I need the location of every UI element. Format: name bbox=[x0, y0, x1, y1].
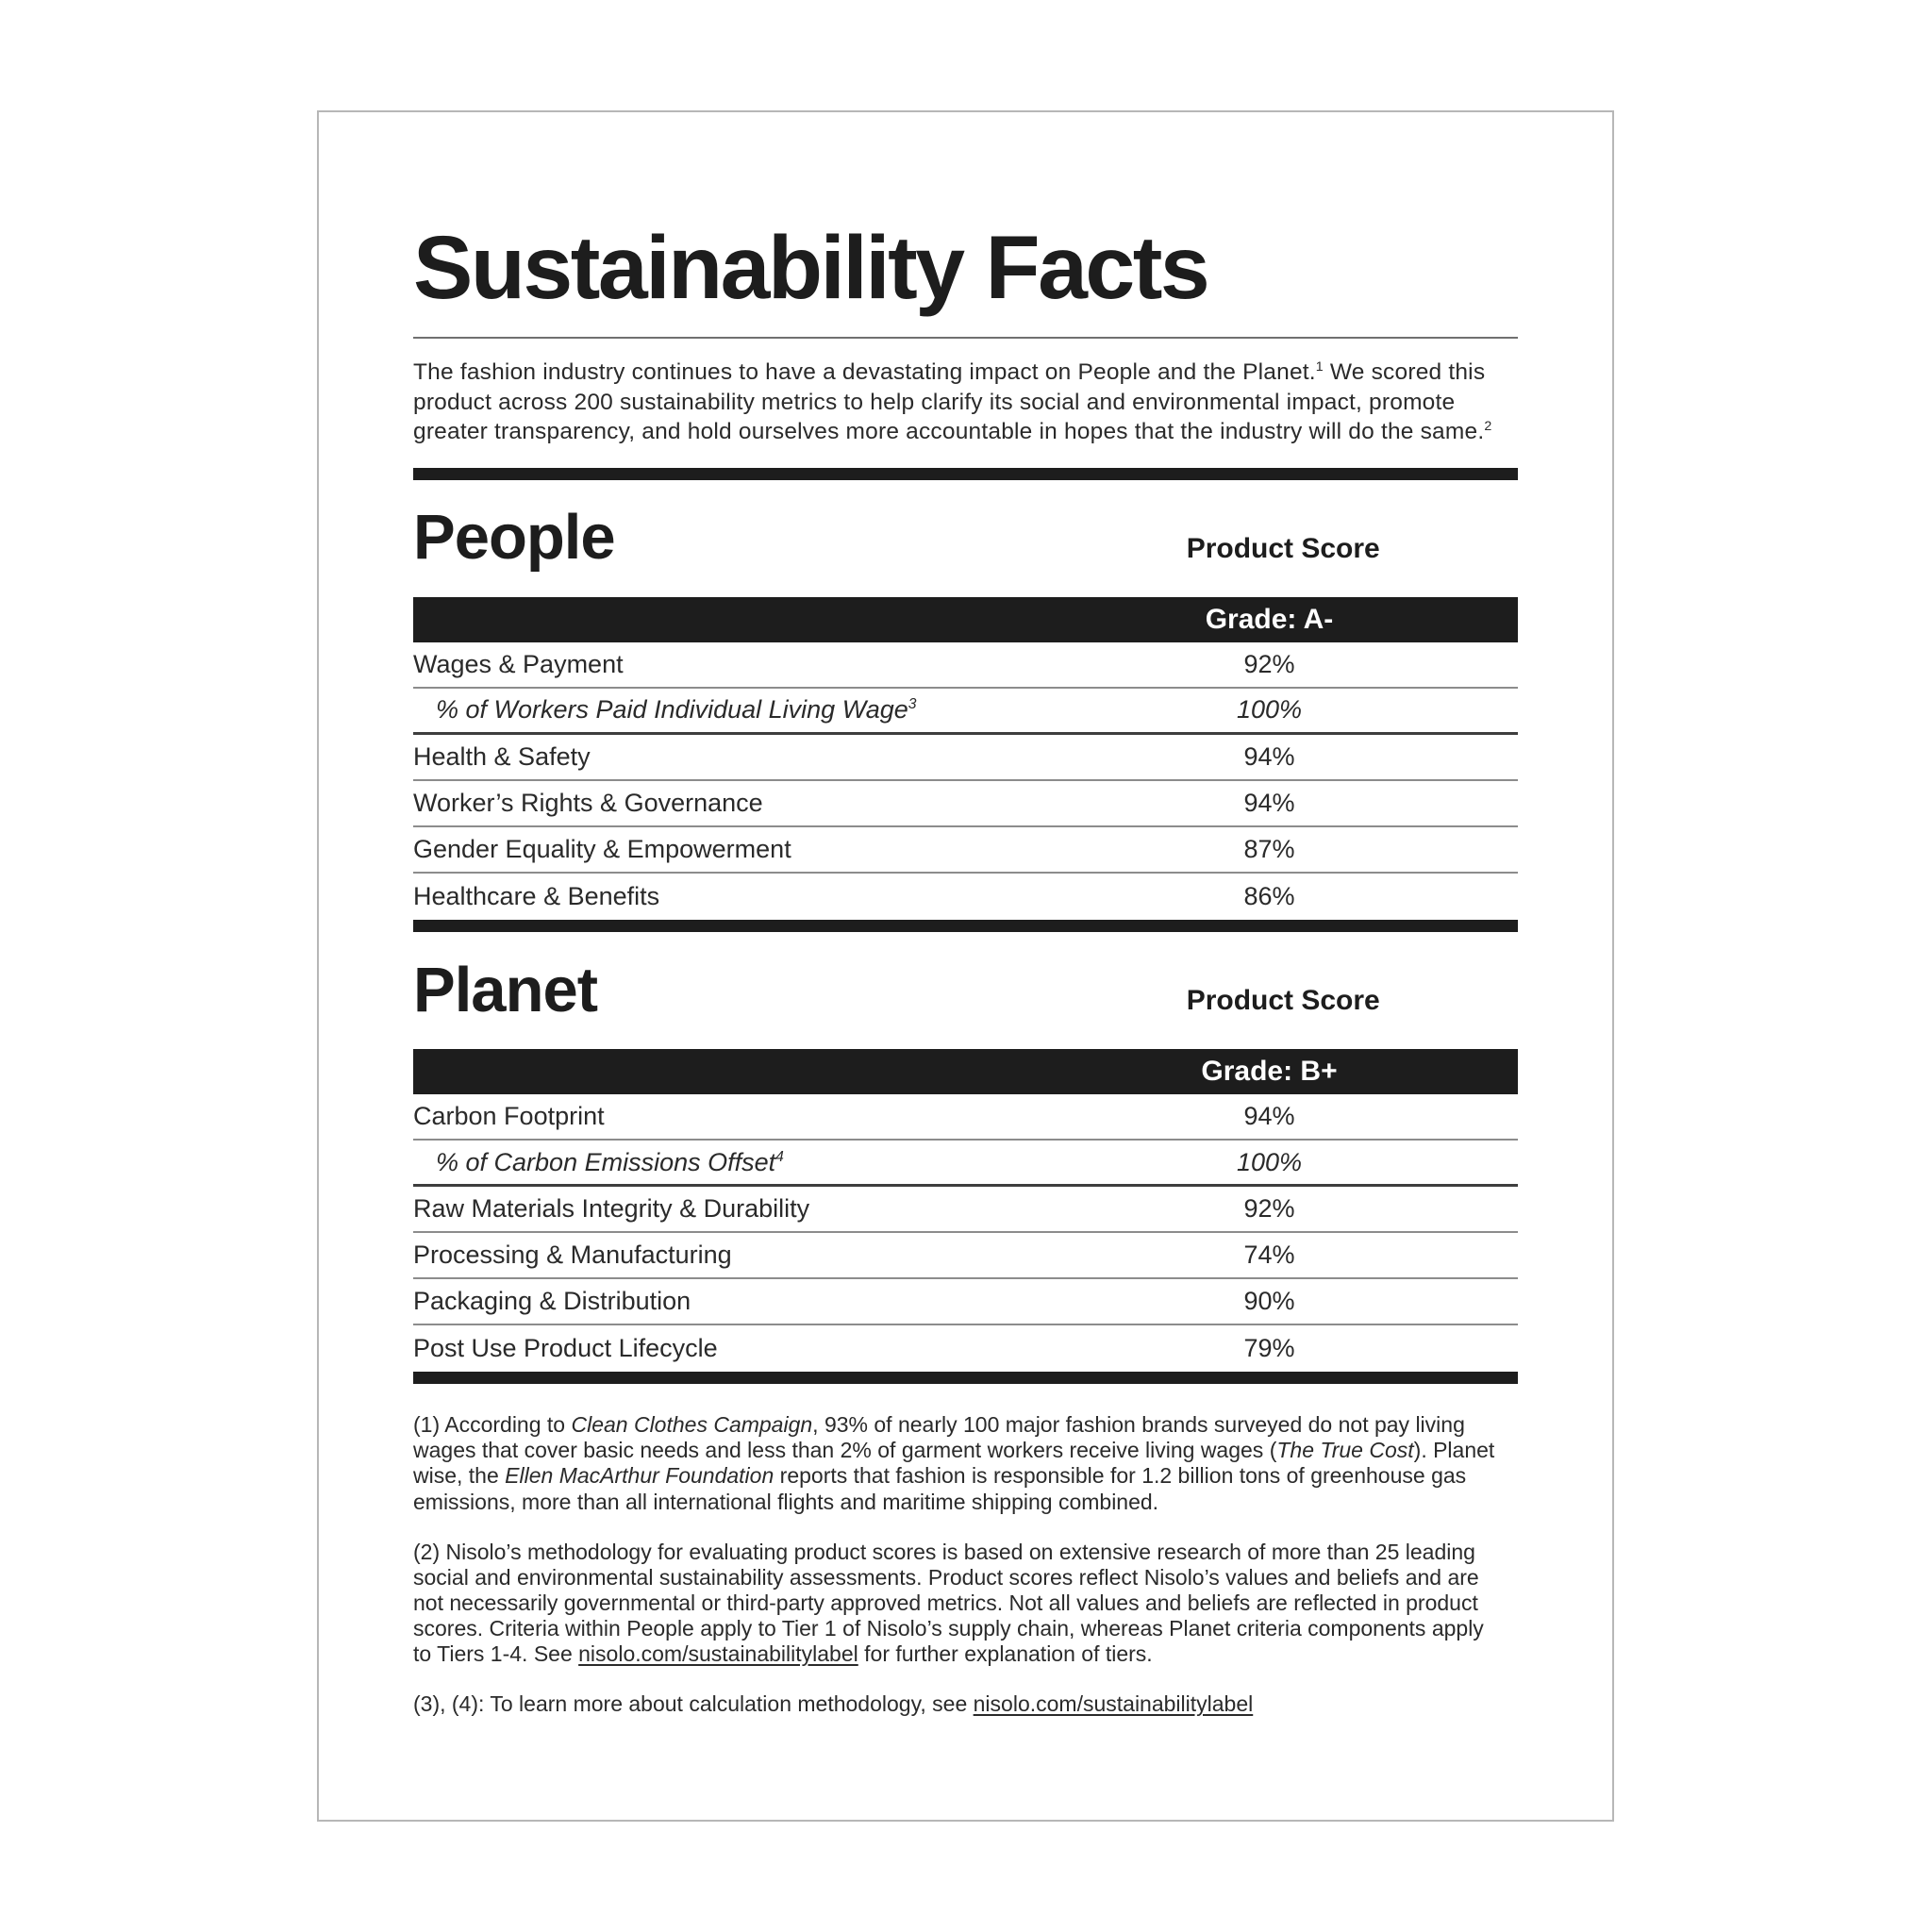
text-segment: (1) According to bbox=[413, 1412, 572, 1438]
score-row: Worker’s Rights & Governance 94% bbox=[413, 781, 1518, 827]
footnote-paragraph: (2) Nisolo’s methodology for evaluating … bbox=[413, 1540, 1503, 1668]
people-section-title: People bbox=[413, 502, 616, 574]
footnote-paragraph: (3), (4): To learn more about calculatio… bbox=[413, 1691, 1503, 1717]
score-row: Healthcare & Benefits 86% bbox=[413, 874, 1518, 920]
people-rows: Wages & Payment 92% % of Workers Paid Indi… bbox=[413, 642, 1518, 920]
row-score-value: 79% bbox=[1243, 1334, 1295, 1363]
text-segment: (3), (4): To learn more about calculatio… bbox=[413, 1691, 974, 1717]
score-sub-row: % of Carbon Emissions Offset4 100% bbox=[413, 1141, 1518, 1188]
score-row: Gender Equality & Empowerment 87% bbox=[413, 827, 1518, 874]
footnote-link[interactable]: nisolo.com/sustainabilitylabel bbox=[973, 1691, 1254, 1717]
superscript-note-ref: 1 bbox=[1315, 359, 1324, 375]
row-score-value: 74% bbox=[1243, 1241, 1295, 1270]
row-score-value: 94% bbox=[1243, 741, 1295, 771]
row-score-value: 86% bbox=[1243, 881, 1295, 910]
text-segment: for further explanation of tiers. bbox=[858, 1641, 1153, 1667]
superscript-note-ref: 2 bbox=[1484, 418, 1492, 434]
text-segment: reports that fashion is responsible for … bbox=[413, 1463, 1467, 1514]
row-label: Post Use Product Lifecycle bbox=[413, 1334, 718, 1363]
italic-text: Ellen MacArthur Foundation bbox=[505, 1463, 774, 1489]
row-label: Carbon Footprint bbox=[413, 1102, 605, 1131]
score-sub-row: % of Workers Paid Individual Living Wage… bbox=[413, 689, 1518, 735]
score-row: Raw Materials Integrity & Durability 92% bbox=[413, 1187, 1518, 1234]
intro-section-divider bbox=[413, 468, 1518, 481]
planet-grade-label: Grade: B+ bbox=[1201, 1056, 1338, 1088]
row-score-value: 100% bbox=[1236, 695, 1303, 724]
superscript-note-ref: 4 bbox=[775, 1148, 784, 1165]
score-row: Packaging & Distribution 90% bbox=[413, 1279, 1518, 1326]
planet-section-header: Planet Product Score bbox=[413, 954, 1518, 1025]
text-segment: We scored this product across 200 sustai… bbox=[413, 359, 1486, 445]
row-label: Gender Equality & Empowerment bbox=[413, 834, 791, 863]
row-score-value: 94% bbox=[1243, 1102, 1295, 1131]
row-label: Processing & Manufacturing bbox=[413, 1241, 732, 1270]
row-label: Packaging & Distribution bbox=[413, 1287, 691, 1316]
row-score-value: 94% bbox=[1243, 788, 1295, 817]
text-segment: ). Planet wise, the bbox=[413, 1438, 1495, 1489]
score-row: Carbon Footprint 94% bbox=[413, 1094, 1518, 1141]
italic-text: The True Cost bbox=[1276, 1438, 1414, 1463]
footnote-paragraph: (1) According to Clean Clothes Campaign,… bbox=[413, 1412, 1503, 1515]
row-score-value: 87% bbox=[1243, 834, 1295, 863]
planet-grade-bar: Grade: B+ bbox=[413, 1049, 1518, 1095]
people-section-bottom-divider bbox=[413, 919, 1518, 932]
planet-rows: Carbon Footprint 94% % of Carbon Emissions… bbox=[413, 1094, 1518, 1372]
footnote-link[interactable]: nisolo.com/sustainabilitylabel bbox=[578, 1641, 858, 1667]
row-label: % of Carbon Emissions Offset4 bbox=[436, 1147, 784, 1176]
page-title: Sustainability Facts bbox=[413, 218, 1210, 318]
sustainability-label-page: Sustainability Facts The fashion industr… bbox=[317, 110, 1614, 1822]
people-product-score-header: Product Score bbox=[1186, 532, 1380, 564]
row-score-value: 100% bbox=[1236, 1147, 1303, 1176]
superscript-note-ref: 3 bbox=[908, 696, 917, 713]
italic-text: Clean Clothes Campaign bbox=[571, 1412, 813, 1438]
footnotes: (1) According to Clean Clothes Campaign,… bbox=[413, 1412, 1503, 1717]
people-section-header: People Product Score bbox=[413, 502, 1518, 574]
title-divider bbox=[413, 337, 1518, 340]
text-segment: , 93% of nearly 100 major fashion brands… bbox=[413, 1412, 1465, 1463]
intro-paragraph: The fashion industry continues to have a… bbox=[413, 358, 1506, 446]
row-score-value: 92% bbox=[1243, 1194, 1295, 1224]
score-row: Health & Safety 94% bbox=[413, 735, 1518, 781]
row-label: Health & Safety bbox=[413, 741, 591, 771]
section-planet: Planet Product Score Grade: B+ Carbon Fo… bbox=[413, 954, 1518, 1385]
score-row: Post Use Product Lifecycle 79% bbox=[413, 1325, 1518, 1372]
people-grade-label: Grade: A- bbox=[1205, 603, 1334, 635]
row-label: Worker’s Rights & Governance bbox=[413, 788, 763, 817]
section-people: People Product Score Grade: A- Wages & P… bbox=[413, 502, 1518, 932]
row-label: % of Workers Paid Individual Living Wage… bbox=[436, 695, 917, 724]
row-label: Raw Materials Integrity & Durability bbox=[413, 1194, 810, 1224]
people-grade-bar: Grade: A- bbox=[413, 596, 1518, 642]
row-label: Healthcare & Benefits bbox=[413, 881, 660, 910]
row-score-value: 90% bbox=[1243, 1287, 1295, 1316]
planet-section-bottom-divider bbox=[413, 1372, 1518, 1385]
row-label: Wages & Payment bbox=[413, 649, 624, 678]
text-segment: (2) Nisolo’s methodology for evaluating … bbox=[413, 1539, 1484, 1667]
planet-product-score-header: Product Score bbox=[1186, 985, 1380, 1017]
row-score-value: 92% bbox=[1243, 649, 1295, 678]
text-segment: The fashion industry continues to have a… bbox=[413, 359, 1316, 386]
score-row: Processing & Manufacturing 74% bbox=[413, 1233, 1518, 1280]
score-row: Wages & Payment 92% bbox=[413, 642, 1518, 689]
planet-section-title: Planet bbox=[413, 954, 598, 1025]
